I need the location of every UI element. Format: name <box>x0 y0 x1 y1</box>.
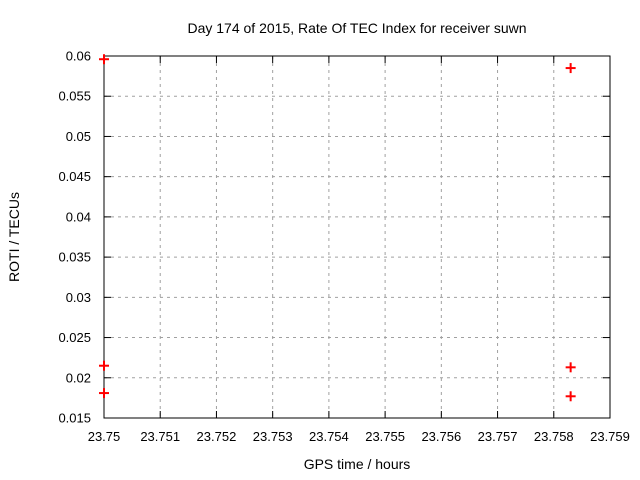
data-point-marker <box>99 54 109 65</box>
tick-marks <box>103 55 611 419</box>
data-point-marker <box>565 391 576 402</box>
data-point-marker <box>99 388 109 399</box>
y-tick-label: 0.015 <box>58 411 91 426</box>
x-tick-label: 23.753 <box>253 429 293 444</box>
x-tick-label: 23.759 <box>590 429 630 444</box>
y-tick-label: 0.06 <box>66 49 91 64</box>
grid-layer <box>103 55 611 419</box>
x-tick-label: 23.75 <box>88 429 121 444</box>
y-tick-label: 0.03 <box>66 290 91 305</box>
x-tick-label: 23.752 <box>197 429 237 444</box>
x-tick-label: 23.757 <box>478 429 518 444</box>
plot-border-rect <box>103 55 611 419</box>
x-tick-label: 23.756 <box>421 429 461 444</box>
data-point-marker <box>565 362 576 373</box>
y-axis-label: ROTI / TECUs <box>6 192 22 282</box>
x-tick-label: 23.754 <box>309 429 349 444</box>
data-point-marker <box>99 360 109 371</box>
y-tick-label: 0.055 <box>58 89 91 104</box>
y-tick-label: 0.04 <box>66 209 91 224</box>
plot-border <box>103 55 611 419</box>
x-tick-label: 23.758 <box>534 429 574 444</box>
chart-title: Day 174 of 2015, Rate Of TEC Index for r… <box>187 20 526 36</box>
y-tick-label: 0.025 <box>58 330 91 345</box>
data-points <box>99 54 576 402</box>
y-tick-label: 0.05 <box>66 129 91 144</box>
tick-labels: 23.75 23.751 23.752 23.753 23.754 23.755 23.75… <box>58 49 629 445</box>
x-axis-label: GPS time / hours <box>304 456 411 472</box>
x-tick-label: 23.751 <box>140 429 180 444</box>
x-tick-label: 23.755 <box>365 429 405 444</box>
data-point-marker <box>565 63 576 74</box>
y-tick-label: 0.045 <box>58 169 91 184</box>
y-tick-label: 0.02 <box>66 370 91 385</box>
y-tick-label: 0.035 <box>58 250 91 265</box>
